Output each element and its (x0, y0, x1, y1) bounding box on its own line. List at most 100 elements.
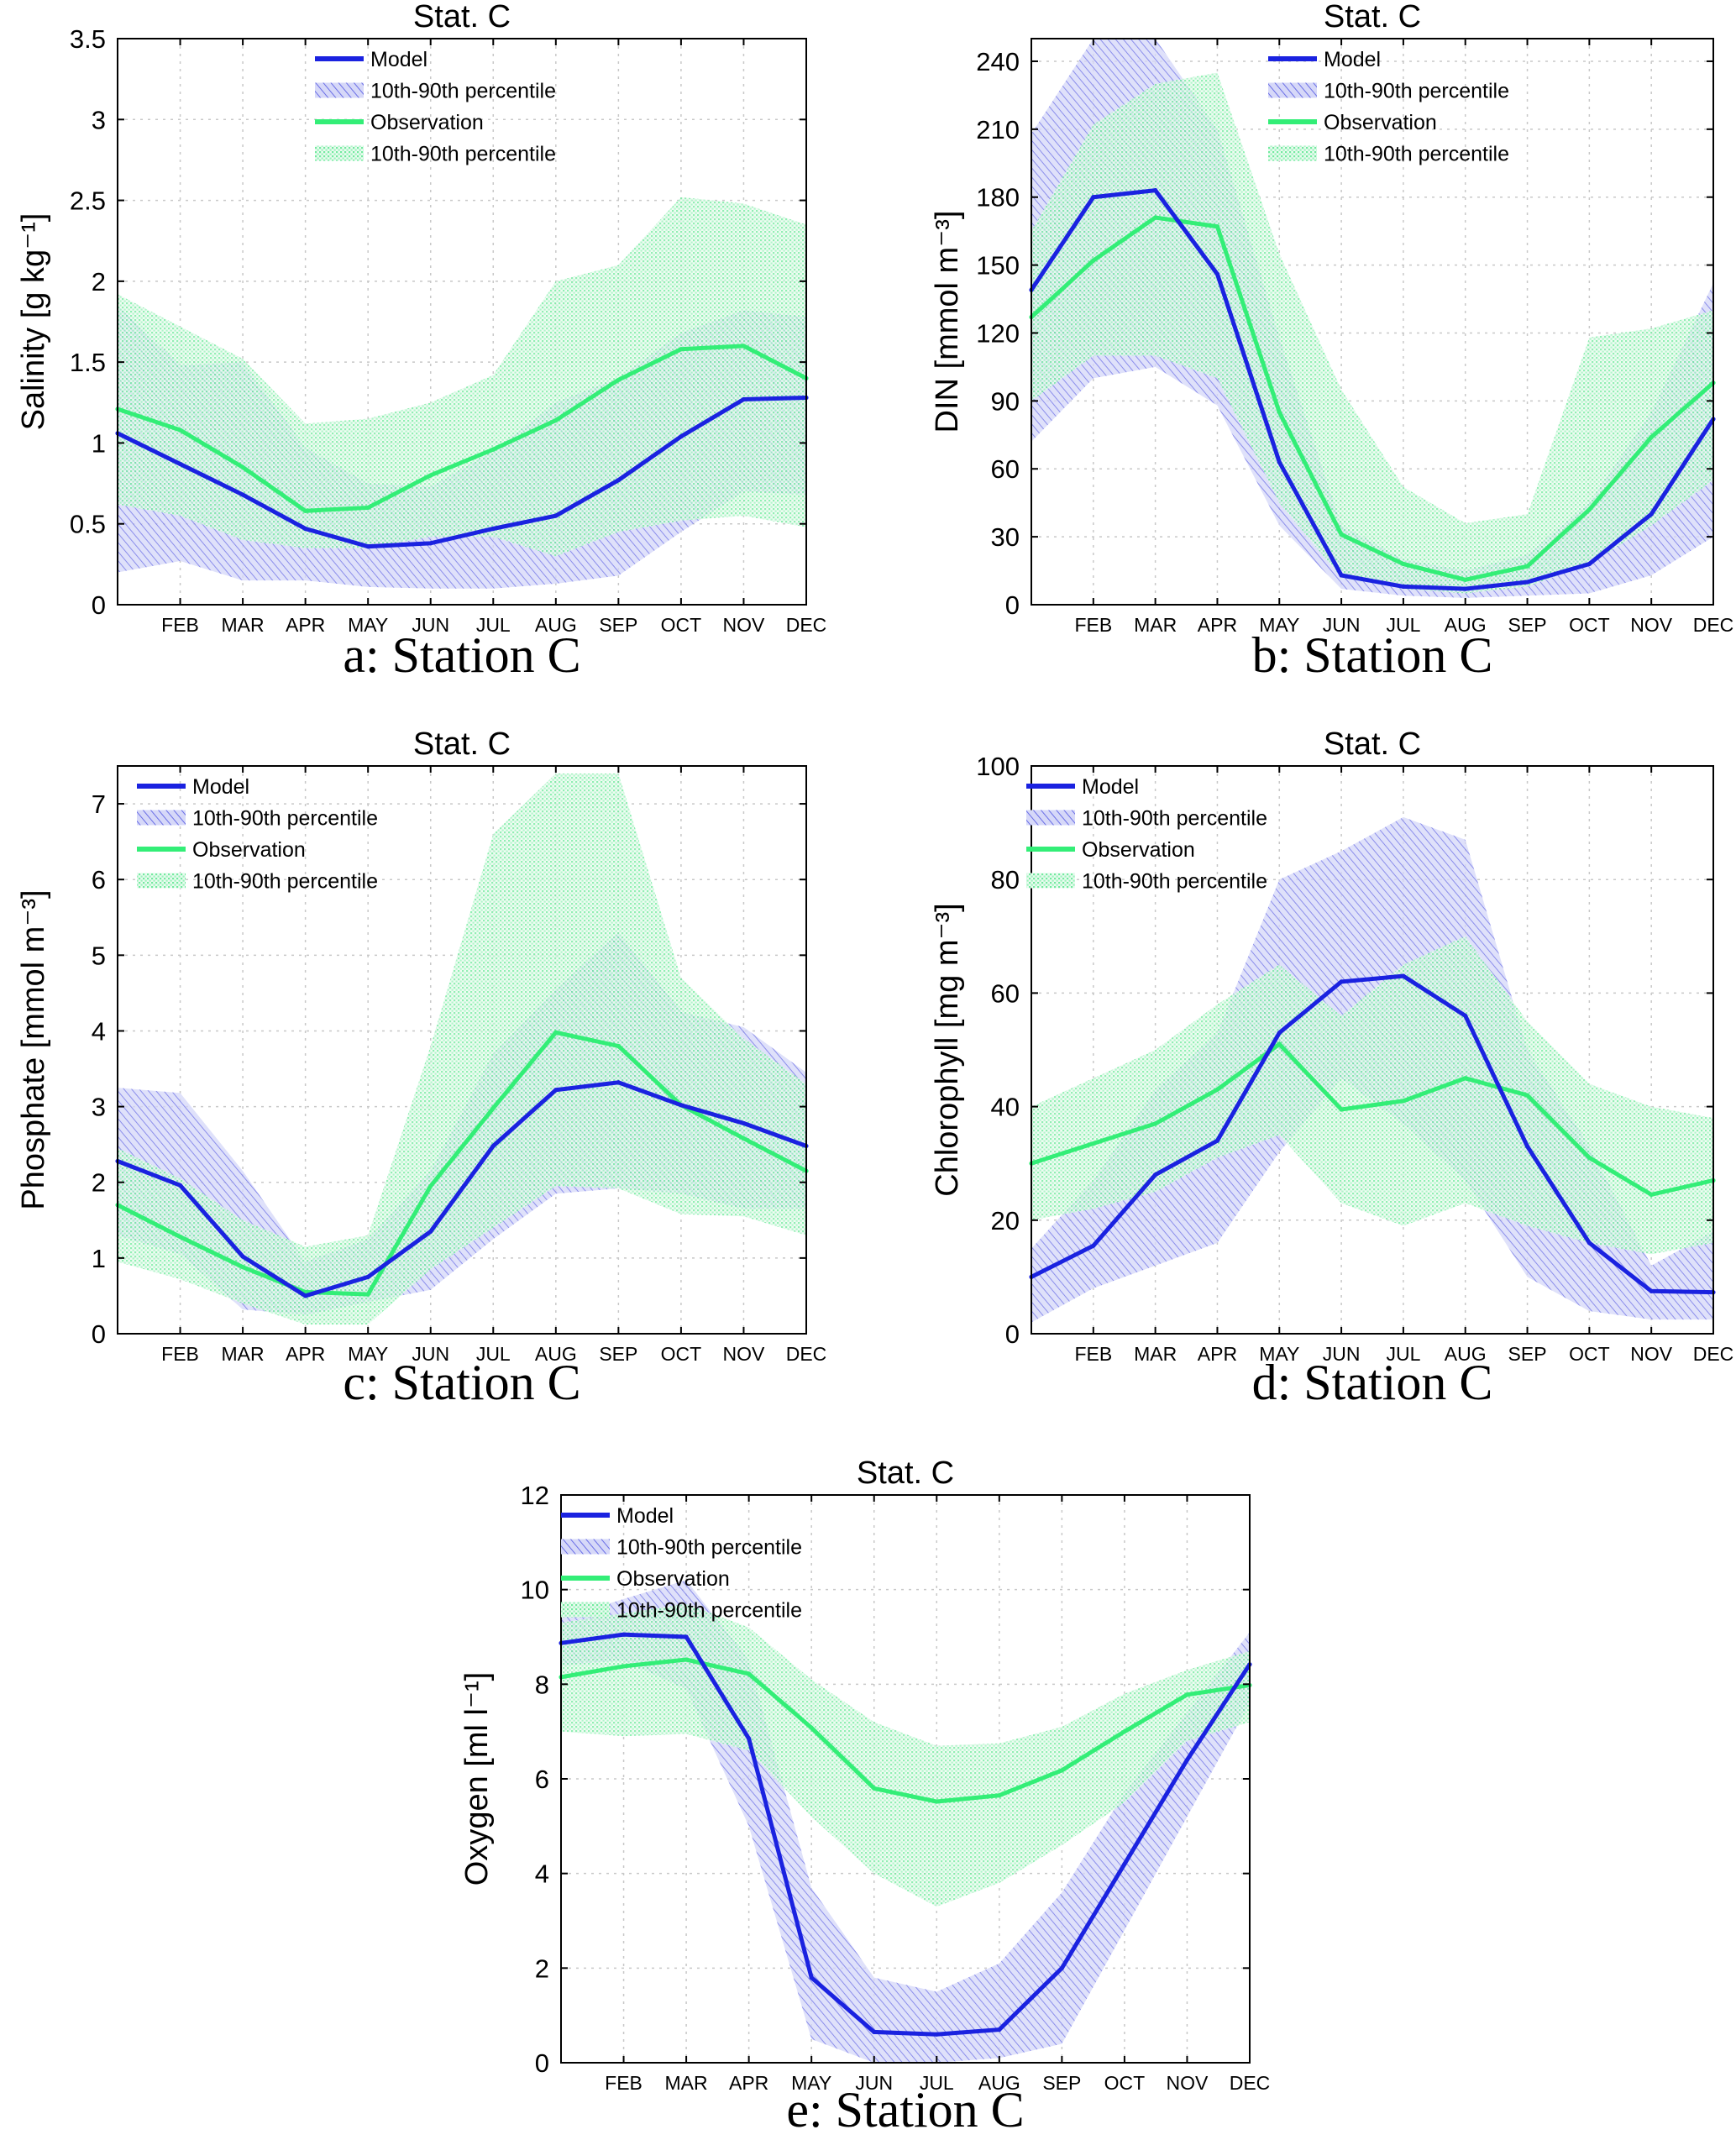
chart-title: Stat. C (857, 1456, 954, 1491)
model-point (872, 2029, 877, 2034)
x-tick-label: OCT (1569, 614, 1610, 636)
legend-swatch-observation-band (1026, 873, 1075, 889)
observation-percentile-band (1031, 936, 1713, 1255)
plot-frame (1031, 765, 1714, 1335)
legend-swatch-model-band (1268, 82, 1317, 98)
model-point (1401, 584, 1406, 590)
chart-title: Stat. C (413, 0, 511, 34)
observation-point (1524, 564, 1530, 569)
x-tick-label: APR (1198, 1343, 1237, 1365)
x-tick-label: OCT (1569, 1343, 1610, 1365)
model-point (1524, 580, 1530, 585)
x-tick-label: MAR (1134, 1343, 1177, 1365)
observation-point (490, 447, 496, 452)
panel-caption: e: Station C (786, 2082, 1024, 2137)
model-point (490, 1143, 496, 1149)
y-tick-label: 20 (991, 1206, 1020, 1235)
observation-point (934, 1799, 939, 1804)
observation-point (1277, 1041, 1282, 1046)
model-point (1059, 1965, 1064, 1970)
model-point (1214, 271, 1220, 276)
y-tick-label: 4 (535, 1859, 549, 1889)
model-point (490, 526, 496, 532)
x-tick-label: DEC (786, 614, 827, 636)
legend-label: 10th-90th percentile (616, 1536, 802, 1560)
observation-percentile-band (1031, 72, 1713, 594)
legend-label: 10th-90th percentile (616, 1599, 802, 1623)
x-tick-label: AUG (1445, 1343, 1487, 1365)
x-tick-label: MAR (222, 614, 265, 636)
legend-label: 10th-90th percentile (370, 80, 556, 103)
model-point (741, 1120, 747, 1126)
x-tick-label: NOV (723, 1343, 766, 1365)
model-point (1277, 1031, 1282, 1036)
observation-point (1153, 1121, 1158, 1126)
legend-label: Model (616, 1504, 674, 1528)
model-point (1184, 1757, 1190, 1763)
y-tick-label: 1.5 (70, 348, 106, 377)
observation-point (747, 1671, 752, 1676)
observation-point (1277, 410, 1282, 415)
y-tick-label: 80 (991, 865, 1020, 894)
observation-point (1153, 215, 1158, 220)
panel-caption: b: Station C (1252, 627, 1493, 683)
y-tick-label: 8 (535, 1670, 549, 1699)
y-tick-label: 1 (92, 428, 106, 458)
y-tick-label: 240 (976, 47, 1020, 76)
model-line (1029, 187, 1716, 591)
y-tick-label: 30 (991, 522, 1020, 552)
x-tick-label: SEP (1042, 2072, 1081, 2094)
model-point (684, 1634, 689, 1639)
x-tick-label: MAY (348, 1343, 388, 1365)
observation-point (1463, 577, 1468, 582)
x-tick-label: JUN (412, 1343, 449, 1365)
y-tick-label: 0 (92, 590, 106, 620)
legend-label: Observation (1324, 111, 1437, 134)
y-tick-label: 180 (976, 183, 1020, 212)
observation-point (997, 1793, 1002, 1798)
model-point (1153, 188, 1158, 193)
x-tick-label: APR (286, 614, 325, 636)
y-axis-label: Phosphate [mmol m⁻³] (16, 889, 51, 1209)
observation-point (1059, 1768, 1064, 1773)
x-tick-label: APR (286, 1343, 325, 1365)
observation-point (1587, 1155, 1592, 1161)
model-point (741, 396, 747, 402)
y-tick-label: 60 (991, 978, 1020, 1008)
chart-panel-1: 0 0.5 1 1.5 2 2.5 3 3.5 FEB MAR APR MAY JUN JUL AUG SEP… (16, 0, 826, 683)
model-point (616, 1080, 621, 1085)
x-tick-label: JUN (855, 2072, 893, 2094)
y-tick-label: 90 (991, 386, 1020, 416)
observation-point (365, 505, 370, 511)
observation-point (490, 1105, 496, 1111)
observation-point (428, 473, 433, 478)
y-tick-label: 6 (92, 865, 106, 894)
x-tick-label: FEB (161, 1343, 199, 1365)
x-tick-label: FEB (1074, 1343, 1112, 1365)
observation-point (303, 508, 308, 513)
observation-point (1339, 1107, 1344, 1112)
observation-point (240, 1265, 245, 1270)
x-tick-label: NOV (1630, 614, 1673, 636)
legend-label: Observation (370, 111, 484, 134)
observation-point (428, 1183, 433, 1188)
y-tick-label: 150 (976, 251, 1020, 281)
observation-point (365, 1292, 370, 1297)
model-point (303, 1293, 308, 1298)
observation-point (1091, 1141, 1096, 1146)
model-point (1463, 1013, 1468, 1019)
legend-label: 10th-90th percentile (1082, 807, 1267, 831)
observation-point (616, 1043, 621, 1049)
observation-point (616, 377, 621, 382)
y-axis-label: Chlorophyll [mg m⁻³] (930, 903, 965, 1196)
x-tick-label: MAR (665, 2072, 708, 2094)
legend-swatch-model-band (1026, 810, 1075, 826)
model-point (240, 1254, 245, 1259)
x-tick-label: AUG (1445, 614, 1487, 636)
x-tick-label: JUL (1386, 1343, 1420, 1365)
y-tick-label: 6 (535, 1765, 549, 1794)
x-tick-label: MAY (791, 2072, 831, 2094)
x-tick-label: SEP (1508, 614, 1547, 636)
legend-label: Model (1324, 48, 1381, 71)
